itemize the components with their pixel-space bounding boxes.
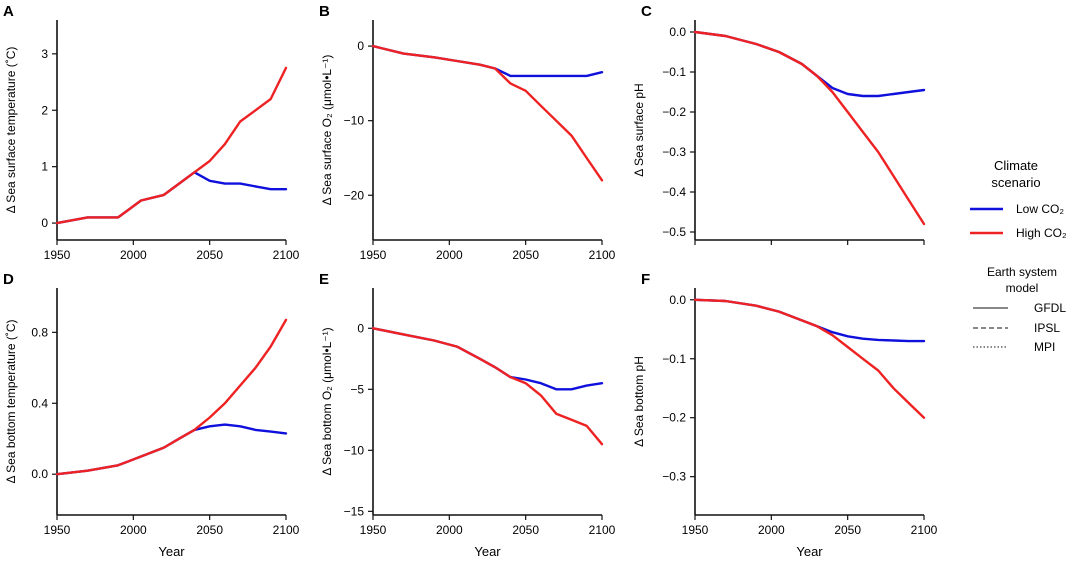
panel-a-ylabel: Δ Sea surface temperature (˚C) <box>4 47 18 214</box>
panel-c-ytick-label: −0.4 <box>662 185 686 199</box>
panel-d-series-low <box>55 423 288 476</box>
panel-b-ytick-label: −10 <box>344 114 365 128</box>
panel-a-xtick-label: 2000 <box>120 248 147 262</box>
panel-b-ylabel: Δ Sea surface O₂ (μmol•L⁻¹) <box>320 55 334 206</box>
panel-c-ytick-label: −0.5 <box>662 225 686 239</box>
panel-a: A 0 1 2 3 1950 2000 2050 2100 Δ Sea surface tempe… <box>3 3 300 262</box>
panel-f-xtick-label: 2050 <box>834 523 861 537</box>
panel-a-xtick-label: 1950 <box>44 248 71 262</box>
panel-e-xtick-label: 2050 <box>512 523 539 537</box>
panel-d-xtick-label: 2050 <box>196 523 223 537</box>
panel-e-xtick-label: 2000 <box>436 523 463 537</box>
panel-a-letter: A <box>3 3 14 20</box>
legend-scenario-title-2: scenario <box>991 175 1040 190</box>
legend-scenario-title: Climate <box>994 158 1038 173</box>
panel-e-series-high <box>371 327 604 446</box>
legend: Climate scenario Low CO₂ High CO₂ Earth … <box>970 158 1067 354</box>
panel-f-xlabel: Year <box>796 544 823 559</box>
legend-gfdl-label: GFDL <box>1034 301 1066 315</box>
panel-c: C 0.0 −0.1 −0.2 −0.3 −0.4 −0.5 Δ Sea surface pH <box>632 3 926 245</box>
panel-d-xtick-label: 1950 <box>44 523 71 537</box>
panel-b-series-low <box>371 44 604 78</box>
panel-e-xtick-label: 1950 <box>360 523 387 537</box>
panel-c-series-low <box>693 30 926 98</box>
panel-d-ytick-label: 0.4 <box>31 396 48 410</box>
panel-d-ytick-label: 0.8 <box>31 325 48 339</box>
panel-f-ytick-label: −0.2 <box>662 411 686 425</box>
panel-c-ytick-label: −0.1 <box>662 65 686 79</box>
legend-model-title-2: model <box>1006 281 1039 295</box>
panel-d-xtick-label: 2100 <box>273 523 300 537</box>
panel-e-ytick-label: −5 <box>350 382 364 396</box>
panel-d-letter: D <box>3 271 14 288</box>
panel-f-ytick-label: −0.1 <box>662 352 686 366</box>
panel-a-ytick-label: 0 <box>41 216 48 230</box>
panel-b-xtick-label: 1950 <box>360 248 387 262</box>
panel-a-xtick-label: 2050 <box>196 248 223 262</box>
panel-b-xtick-label: 2000 <box>436 248 463 262</box>
panel-d-ytick-label: 0.0 <box>31 467 48 481</box>
panel-b-xtick-label: 2050 <box>512 248 539 262</box>
panel-f-series-high <box>693 298 926 419</box>
panel-e-ytick-label: 0 <box>357 321 364 335</box>
panel-c-series-high <box>693 30 926 226</box>
panel-e-ylabel: Δ Sea bottom O₂ (μmol•L⁻¹) <box>320 327 334 475</box>
panel-c-ytick-label: −0.2 <box>662 105 686 119</box>
panel-d-xlabel: Year <box>158 544 185 559</box>
panel-f-ytick-label: −0.3 <box>662 470 686 484</box>
legend-low-label: Low CO₂ <box>1016 202 1064 216</box>
panel-f-letter: F <box>641 271 650 288</box>
panel-e-series-low <box>371 327 604 391</box>
panel-a-series-high <box>55 66 288 225</box>
panel-a-series-low <box>55 171 288 225</box>
legend-mpi-label: MPI <box>1034 340 1055 354</box>
panel-b: B 0 −10 −20 1950 2000 2050 2100 Δ Sea surface O₂… <box>319 3 616 262</box>
panel-f-ytick-label: 0.0 <box>669 293 686 307</box>
panel-e-ytick-label: −15 <box>344 504 365 518</box>
panel-a-ytick-label: 2 <box>41 103 48 117</box>
panel-b-ytick-label: 0 <box>357 39 364 53</box>
panel-b-series-high <box>371 44 604 182</box>
panel-b-ytick-label: −20 <box>344 188 365 202</box>
panel-c-ytick-label: −0.3 <box>662 145 686 159</box>
panel-a-ytick-label: 3 <box>41 47 48 61</box>
panel-f-ylabel: Δ Sea bottom pH <box>632 356 646 447</box>
panel-f-series-low <box>693 298 926 343</box>
panel-e-xtick-label: 2100 <box>589 523 616 537</box>
panel-e: E 0 −5 −10 −15 1950 2000 2050 2100 Year Δ Sea bott… <box>319 271 616 559</box>
panel-a-xtick-label: 2100 <box>273 248 300 262</box>
legend-high-label: High CO₂ <box>1016 226 1067 240</box>
panel-f: F 0.0 −0.1 −0.2 −0.3 1950 2000 2050 2100 Year Δ Se… <box>632 271 938 559</box>
legend-model-title: Earth system <box>987 265 1057 279</box>
panels-layer: A 0 1 2 3 1950 2000 2050 2100 Δ Sea surface tempe… <box>3 3 938 559</box>
panel-d-series-high <box>55 318 288 476</box>
panel-d: D 0.0 0.4 0.8 1950 2000 2050 2100 Year Δ Sea bott… <box>3 271 300 559</box>
panel-d-ylabel: Δ Sea bottom temperature (˚C) <box>4 319 18 483</box>
panel-f-xtick-label: 2000 <box>758 523 785 537</box>
panel-b-letter: B <box>319 3 330 20</box>
panel-c-ylabel: Δ Sea surface pH <box>632 83 646 176</box>
panel-e-ytick-label: −10 <box>344 443 365 457</box>
panel-e-letter: E <box>319 271 329 288</box>
panel-a-ytick-label: 1 <box>41 160 48 174</box>
panel-b-xtick-label: 2100 <box>589 248 616 262</box>
panel-f-xtick-label: 1950 <box>682 523 709 537</box>
legend-ipsl-label: IPSL <box>1034 321 1060 335</box>
panel-c-ytick-label: 0.0 <box>669 25 686 39</box>
panel-c-letter: C <box>641 3 652 20</box>
panel-e-xlabel: Year <box>474 544 501 559</box>
panel-d-xtick-label: 2000 <box>120 523 147 537</box>
panel-f-xtick-label: 2100 <box>911 523 938 537</box>
